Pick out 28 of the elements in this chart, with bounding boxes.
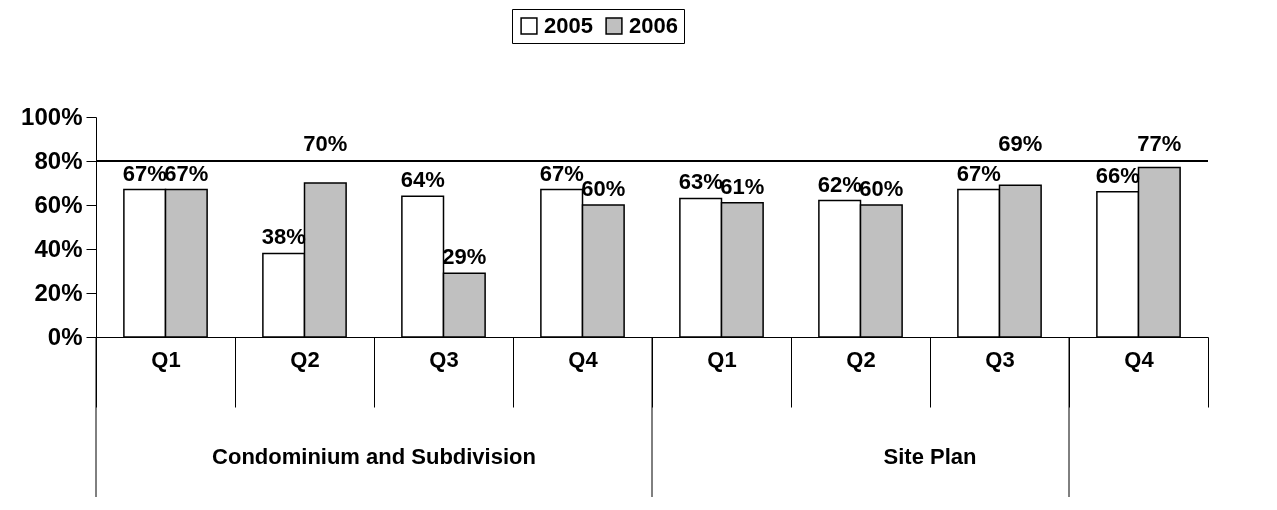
data-label: 61% [720, 173, 765, 199]
y-tick-label: 0% [47, 322, 83, 350]
x-tick-label: Q1 [707, 346, 737, 372]
legend-label: 2006 [629, 13, 678, 38]
x-tick-label: Q4 [568, 346, 599, 372]
x-tick-label: Q1 [151, 346, 181, 372]
text: Site Plan [883, 444, 977, 469]
y-tick-label: 20% [34, 278, 83, 306]
data-label: 29% [442, 244, 487, 270]
data-label: 69% [998, 130, 1043, 156]
y-tick-label: 80% [34, 146, 83, 174]
y-tick-label: 100% [21, 102, 83, 130]
y-tick-label: 40% [34, 234, 83, 262]
x-tick-label: Q3 [429, 346, 459, 372]
data-label: 70% [303, 130, 348, 156]
x-tick-label: Q2 [846, 346, 876, 372]
data-label: 60% [859, 176, 904, 201]
data-label: 64% [400, 167, 445, 193]
x-tick-label: Q3 [985, 346, 1015, 372]
data-label: 67% [122, 160, 167, 186]
legend-label: 2005 [544, 13, 593, 38]
x-tick-label: Q4 [1124, 346, 1155, 372]
x-tick-label: Q2 [290, 346, 320, 372]
data-label: 77% [1137, 130, 1182, 156]
text: Condominium and Subdivision [212, 444, 536, 469]
data-label: 67% [956, 160, 1001, 186]
y-tick-label: 60% [34, 190, 83, 218]
data-label: 67% [164, 160, 209, 186]
